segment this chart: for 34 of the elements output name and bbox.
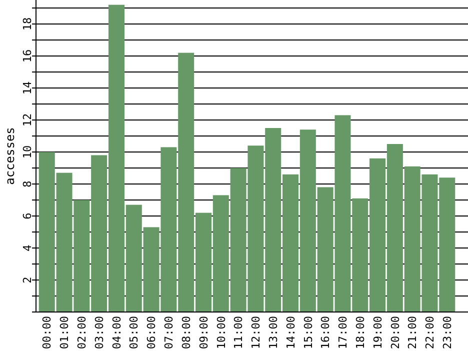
x-tick-label: 14:00	[284, 316, 298, 350]
y-tick-label: 16	[20, 49, 34, 63]
y-tick-label: 14	[20, 81, 34, 95]
y-axis-title: accesses	[3, 127, 18, 185]
x-tick-label: 19:00	[371, 316, 384, 350]
x-tick-label: 22:00	[424, 316, 437, 350]
x-tick-label: 11:00	[232, 316, 246, 350]
x-tick-label: 15:00	[302, 316, 315, 350]
y-tick-label: 10	[20, 145, 34, 159]
x-tick-label: 10:00	[214, 316, 228, 350]
x-tick-label: 06:00	[145, 316, 158, 350]
x-tick-label: 20:00	[388, 316, 402, 350]
y-tick-label: 18	[20, 17, 34, 31]
x-tick-label: 16:00	[319, 316, 332, 350]
y-tick-label: 8	[20, 180, 34, 188]
y-tick-label: 6	[20, 212, 34, 220]
x-tick-label: 08:00	[180, 316, 193, 350]
x-tick-label: 05:00	[128, 316, 141, 350]
y-tick-label: 12	[20, 113, 34, 127]
y-tick-label: 2	[20, 276, 34, 284]
x-tick-label: 03:00	[92, 316, 106, 350]
x-tick-label: 01:00	[58, 316, 72, 350]
y-tick-label: 4	[20, 244, 34, 252]
x-tick-label: 21:00	[406, 316, 420, 350]
x-tick-label: 00:00	[40, 316, 54, 350]
x-tick-label: 18:00	[354, 316, 367, 350]
x-tick-label: 02:00	[76, 316, 89, 350]
x-tick-label: 09:00	[197, 316, 210, 350]
x-tick-label: 04:00	[110, 316, 124, 350]
x-tick-label: 17:00	[336, 316, 350, 350]
x-tick-label: 07:00	[162, 316, 176, 350]
x-tick-label: 23:00	[440, 316, 454, 350]
x-tick-label: 12:00	[250, 316, 263, 350]
x-tick-label: 13:00	[266, 316, 280, 350]
